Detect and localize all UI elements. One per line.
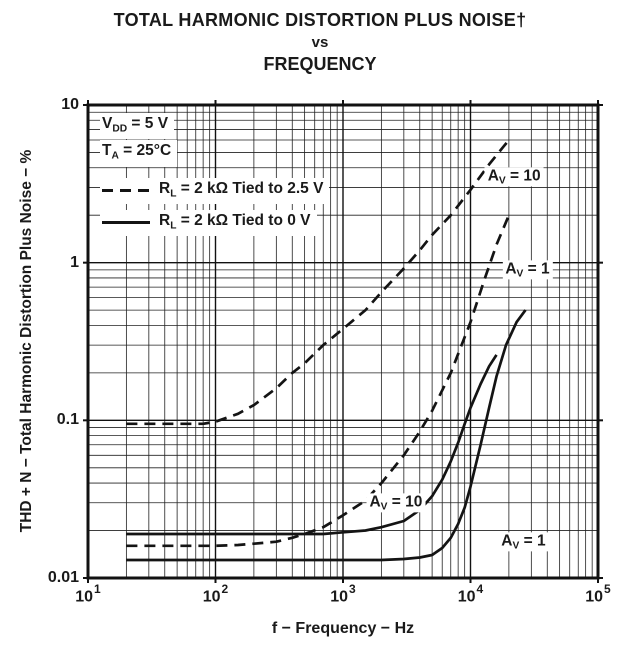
curve-label: AV = 10: [366, 493, 426, 513]
x-tick-label: 105: [585, 582, 611, 606]
y-tick-label: 0.01: [47, 569, 79, 586]
solid-line-sample: [102, 221, 150, 225]
dashed-line-sample: [102, 189, 150, 193]
legend: VDD = 5 V TA = 25°C RL = 2 kΩ Tied to 2.5 …: [100, 113, 330, 242]
x-tick-label: 102: [202, 582, 229, 606]
x-tick-label: 103: [330, 582, 356, 606]
legend-entry-dashed: RL = 2 kΩ Tied to 2.5 V: [100, 177, 330, 204]
chart-title-line1: TOTAL HARMONIC DISTORTION PLUS NOISE†: [113, 10, 527, 30]
condition-temperature: TA = 25°C: [100, 140, 178, 167]
curve-label: AV = 10: [484, 167, 544, 187]
y-axis-title: THD + N − Total Harmonic Distortion Plus…: [18, 149, 35, 533]
curve-solid-av10: [126, 354, 498, 536]
y-tick-label: 0.1: [56, 411, 79, 429]
chart-title: TOTAL HARMONIC DISTORTION PLUS NOISE† vs…: [0, 10, 640, 75]
chart-title-line3: FREQUENCY: [263, 54, 377, 74]
x-axis-title: f − Frequency − Hz: [271, 620, 415, 637]
curve-dashed-av10: [126, 139, 510, 426]
legend-entry-solid: RL = 2 kΩ Tied to 0 V: [100, 209, 317, 237]
chart-title-vs: vs: [311, 34, 329, 51]
condition-supply-voltage: VDD = 5 V: [100, 113, 175, 140]
y-tick-label: 1: [70, 253, 79, 271]
curve-dashed-av1: [126, 214, 511, 548]
y-tick-label: 10: [61, 96, 79, 113]
curve-label: AV = 1: [502, 260, 553, 280]
x-tick-label: 104: [457, 582, 484, 606]
curve-solid-av1: [126, 309, 527, 562]
x-axis-tick-labels: 101 102 103 104 105: [0, 582, 640, 610]
curve-label: AV = 1: [498, 532, 549, 552]
x-tick-label: 101: [75, 582, 101, 606]
